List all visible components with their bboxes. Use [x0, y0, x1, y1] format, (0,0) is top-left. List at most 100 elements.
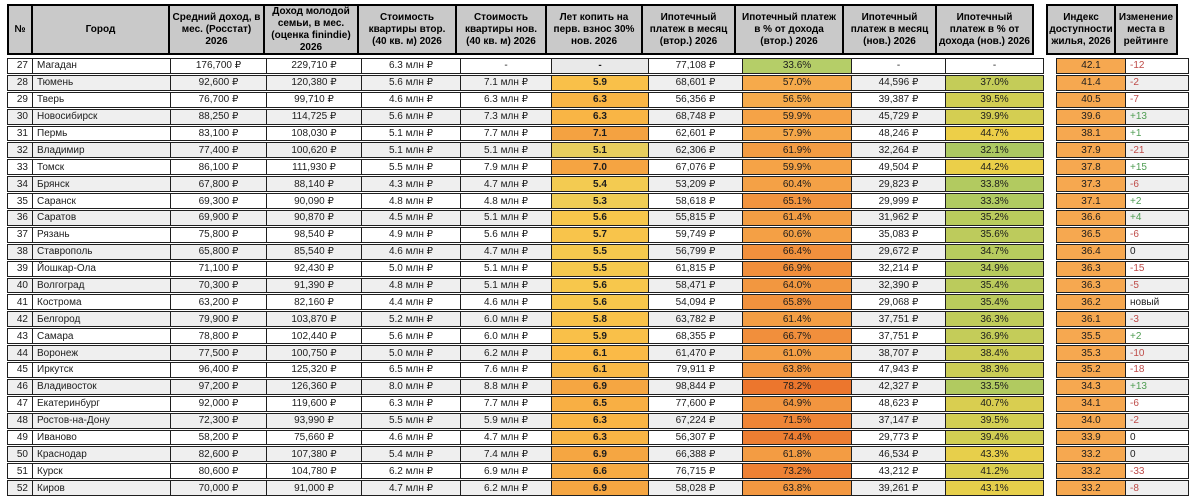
row-main-segment: 33 Томск 86,100 ₽ 111,930 ₽ 5.5 млн ₽ 7.…: [7, 159, 1044, 176]
affordability-index-cell: 40.5: [1056, 91, 1126, 108]
row-main-segment: 36 Саратов 69,900 ₽ 90,870 ₽ 4.5 млн ₽ 5…: [7, 210, 1044, 226]
income-cell: 86,100 ₽: [170, 159, 267, 176]
payment-new-cell: 32,214 ₽: [851, 260, 946, 277]
rank-change-cell: 0: [1125, 243, 1189, 260]
city-cell: Белгород: [32, 311, 171, 328]
rank-change-cell: +2: [1125, 193, 1189, 210]
pct-old-cell: 64.9%: [742, 395, 852, 412]
price-new-cell: 6.0 млн ₽: [460, 311, 552, 328]
family-income-cell: 107,380 ₽: [266, 446, 362, 463]
col-header-num: №: [7, 4, 33, 55]
family-income-cell: 103,870 ₽: [266, 311, 362, 328]
family-income-cell: 75,660 ₽: [266, 429, 362, 446]
pct-new-cell: 35.6%: [945, 226, 1044, 243]
price-new-cell: 7.1 млн ₽: [460, 74, 552, 91]
table-row: 51 Курск 80,600 ₽ 104,780 ₽ 6.2 млн ₽ 6.…: [7, 463, 1200, 480]
table-row: 37 Рязань 75,800 ₽ 98,540 ₽ 4.9 млн ₽ 5.…: [7, 226, 1200, 243]
years-save-cell: 5.5: [551, 260, 649, 277]
affordability-index-cell: 33.2: [1056, 463, 1126, 480]
years-save-cell: 6.9: [551, 378, 649, 395]
years-save-cell: 6.3: [551, 429, 649, 446]
rank-cell: 48: [7, 412, 33, 429]
table-row: 52 Киров 70,000 ₽ 91,000 ₽ 4.7 млн ₽ 6.2…: [7, 480, 1200, 497]
row-index-segment: 33.9 0: [1056, 429, 1189, 446]
income-cell: 82,600 ₽: [170, 446, 267, 463]
pct-new-cell: -: [945, 58, 1044, 74]
city-cell: Пермь: [32, 125, 171, 142]
pct-new-cell: 33.8%: [945, 176, 1044, 193]
affordability-index-cell: 36.6: [1056, 210, 1126, 226]
rank-cell: 39: [7, 260, 33, 277]
pct-new-cell: 35.4%: [945, 277, 1044, 294]
pct-new-cell: 44.7%: [945, 125, 1044, 142]
row-index-segment: 36.2 новый: [1056, 294, 1189, 311]
row-index-segment: 33.2 0: [1056, 446, 1189, 463]
price-old-cell: 4.7 млн ₽: [361, 480, 461, 497]
table-row: 47 Екатеринбург 92,000 ₽ 119,600 ₽ 6.3 м…: [7, 395, 1200, 412]
pct-old-cell: 60.4%: [742, 176, 852, 193]
family-income-cell: 102,440 ₽: [266, 328, 362, 345]
affordability-index-cell: 37.8: [1056, 159, 1126, 176]
rank-cell: 47: [7, 395, 33, 412]
payment-old-cell: 63,782 ₽: [648, 311, 743, 328]
family-income-cell: 93,990 ₽: [266, 412, 362, 429]
price-new-cell: 7.3 млн ₽: [460, 108, 552, 125]
col-header-pct-new: Ипотечный платеж в % от дохода (нов.) 20…: [935, 4, 1034, 55]
years-save-cell: 6.1: [551, 345, 649, 362]
income-cell: 92,600 ₽: [170, 74, 267, 91]
price-new-cell: 4.7 млн ₽: [460, 176, 552, 193]
row-main-segment: 37 Рязань 75,800 ₽ 98,540 ₽ 4.9 млн ₽ 5.…: [7, 226, 1044, 243]
income-cell: 69,900 ₽: [170, 210, 267, 226]
income-cell: 79,900 ₽: [170, 311, 267, 328]
rank-change-cell: +15: [1125, 159, 1189, 176]
rank-change-cell: -2: [1125, 412, 1189, 429]
row-index-segment: 39.6 +13: [1056, 108, 1189, 125]
pct-new-cell: 32.1%: [945, 142, 1044, 159]
row-main-segment: 49 Иваново 58,200 ₽ 75,660 ₽ 4.6 млн ₽ 4…: [7, 429, 1044, 446]
row-main-segment: 29 Тверь 76,700 ₽ 99,710 ₽ 4.6 млн ₽ 6.3…: [7, 91, 1044, 108]
pct-old-cell: 66.4%: [742, 243, 852, 260]
rank-cell: 52: [7, 480, 33, 497]
table-row: 29 Тверь 76,700 ₽ 99,710 ₽ 4.6 млн ₽ 6.3…: [7, 91, 1200, 108]
price-new-cell: 5.1 млн ₽: [460, 210, 552, 226]
table-row: 39 Йошкар-Ола 71,100 ₽ 92,430 ₽ 5.0 млн …: [7, 260, 1200, 277]
income-cell: 77,400 ₽: [170, 142, 267, 159]
affordability-index-cell: 41.4: [1056, 74, 1126, 91]
row-main-segment: 39 Йошкар-Ола 71,100 ₽ 92,430 ₽ 5.0 млн …: [7, 260, 1044, 277]
row-main-segment: 42 Белгород 79,900 ₽ 103,870 ₽ 5.2 млн ₽…: [7, 311, 1044, 328]
affordability-index-cell: 34.0: [1056, 412, 1126, 429]
table-row: 45 Иркутск 96,400 ₽ 125,320 ₽ 6.5 млн ₽ …: [7, 362, 1200, 378]
row-index-segment: 35.5 +2: [1056, 328, 1189, 345]
years-save-cell: 6.6: [551, 463, 649, 480]
column-gap: [1044, 294, 1056, 310]
years-save-cell: 5.3: [551, 193, 649, 210]
price-old-cell: 5.6 млн ₽: [361, 328, 461, 345]
payment-old-cell: 67,076 ₽: [648, 159, 743, 176]
family-income-cell: 108,030 ₽: [266, 125, 362, 142]
table-row: 44 Воронеж 77,500 ₽ 100,750 ₽ 5.0 млн ₽ …: [7, 345, 1200, 362]
column-gap: [1044, 345, 1056, 361]
family-income-cell: 114,725 ₽: [266, 108, 362, 125]
price-new-cell: 4.7 млн ₽: [460, 429, 552, 446]
rank-cell: 29: [7, 91, 33, 108]
rank-cell: 51: [7, 463, 33, 480]
table-row: 35 Саранск 69,300 ₽ 90,090 ₽ 4.8 млн ₽ 4…: [7, 193, 1200, 210]
payment-old-cell: 59,749 ₽: [648, 226, 743, 243]
row-index-segment: 34.0 -2: [1056, 412, 1189, 429]
column-gap: [1044, 210, 1056, 226]
col-header-family-income: Доход молодой семьи, в мес. (оценка fini…: [263, 4, 359, 55]
row-main-segment: 50 Краснодар 82,600 ₽ 107,380 ₽ 5.4 млн …: [7, 446, 1044, 463]
rank-change-cell: -21: [1125, 142, 1189, 159]
table-body: 27 Магадан 176,700 ₽ 229,710 ₽ 6.3 млн ₽…: [0, 58, 1200, 497]
row-main-segment: 32 Владимир 77,400 ₽ 100,620 ₽ 5.1 млн ₽…: [7, 142, 1044, 159]
pct-new-cell: 39.5%: [945, 91, 1044, 108]
column-gap: [1044, 193, 1056, 209]
pct-old-cell: 78.2%: [742, 378, 852, 395]
income-cell: 96,400 ₽: [170, 362, 267, 378]
rank-cell: 50: [7, 446, 33, 463]
table-row: 43 Самара 78,800 ₽ 102,440 ₽ 5.6 млн ₽ 6…: [7, 328, 1200, 345]
income-cell: 80,600 ₽: [170, 463, 267, 480]
affordability-index-cell: 37.3: [1056, 176, 1126, 193]
rank-cell: 40: [7, 277, 33, 294]
price-old-cell: 5.0 млн ₽: [361, 345, 461, 362]
